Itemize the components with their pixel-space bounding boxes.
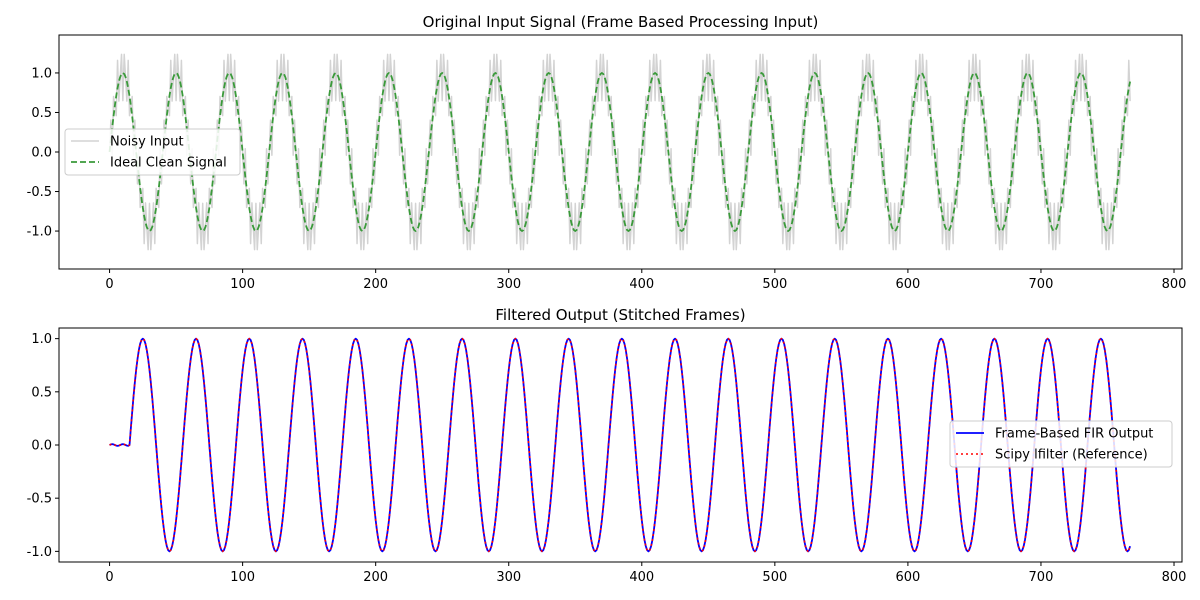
x-tick-label: 100 [230, 277, 255, 292]
x-tick-label: 400 [629, 570, 654, 585]
x-tick-label: 300 [496, 570, 521, 585]
x-tick-label: 200 [363, 570, 388, 585]
legend-entry: Ideal Clean Signal [110, 156, 227, 171]
y-tick-label: -0.5 [27, 185, 52, 200]
y-tick-label: -1.0 [27, 225, 52, 240]
x-tick-label: 100 [230, 570, 255, 585]
chart-title: Original Input Signal (Frame Based Proce… [423, 13, 819, 31]
y-tick-label: 0.5 [31, 106, 52, 121]
x-tick-label: 700 [1029, 277, 1054, 292]
x-tick-label: 0 [105, 570, 113, 585]
legend-entry: Scipy lfilter (Reference) [995, 448, 1148, 463]
chart-1: Original Input Signal (Frame Based Proce… [27, 13, 1187, 292]
x-tick-label: 0 [105, 277, 113, 292]
series-line-2 [109, 337, 1131, 553]
legend-entry: Frame-Based FIR Output [995, 427, 1153, 442]
series-line-1 [108, 53, 1131, 251]
y-tick-label: 0.0 [31, 146, 52, 161]
y-tick-label: 1.0 [31, 332, 52, 347]
x-tick-label: 300 [496, 277, 521, 292]
x-tick-label: 400 [629, 277, 654, 292]
x-tick-label: 800 [1162, 570, 1187, 585]
series-line-2 [108, 72, 1131, 232]
y-tick-label: 1.0 [31, 66, 52, 81]
x-tick-label: 600 [895, 277, 920, 292]
chart-2: Filtered Output (Stitched Frames) 0 100 200… [27, 306, 1187, 585]
x-tick-label: 200 [363, 277, 388, 292]
x-tick-label: 500 [762, 277, 787, 292]
chart-title: Filtered Output (Stitched Frames) [495, 306, 745, 324]
x-tick-label: 700 [1029, 570, 1054, 585]
legend: Frame-Based FIR Output Scipy lfilter (Ref… [949, 420, 1173, 468]
y-tick-label: -1.0 [27, 545, 52, 560]
x-tick-label: 600 [895, 570, 920, 585]
legend-box [949, 420, 1173, 468]
legend-entry: Noisy Input [110, 135, 184, 150]
y-tick-label: -0.5 [27, 492, 52, 507]
legend-box [64, 128, 241, 176]
x-tick-label: 500 [762, 570, 787, 585]
y-tick-label: 0.5 [31, 385, 52, 400]
y-tick-label: 0.0 [31, 439, 52, 454]
legend: Noisy Input Ideal Clean Signal [64, 128, 241, 176]
x-tick-label: 800 [1162, 277, 1187, 292]
